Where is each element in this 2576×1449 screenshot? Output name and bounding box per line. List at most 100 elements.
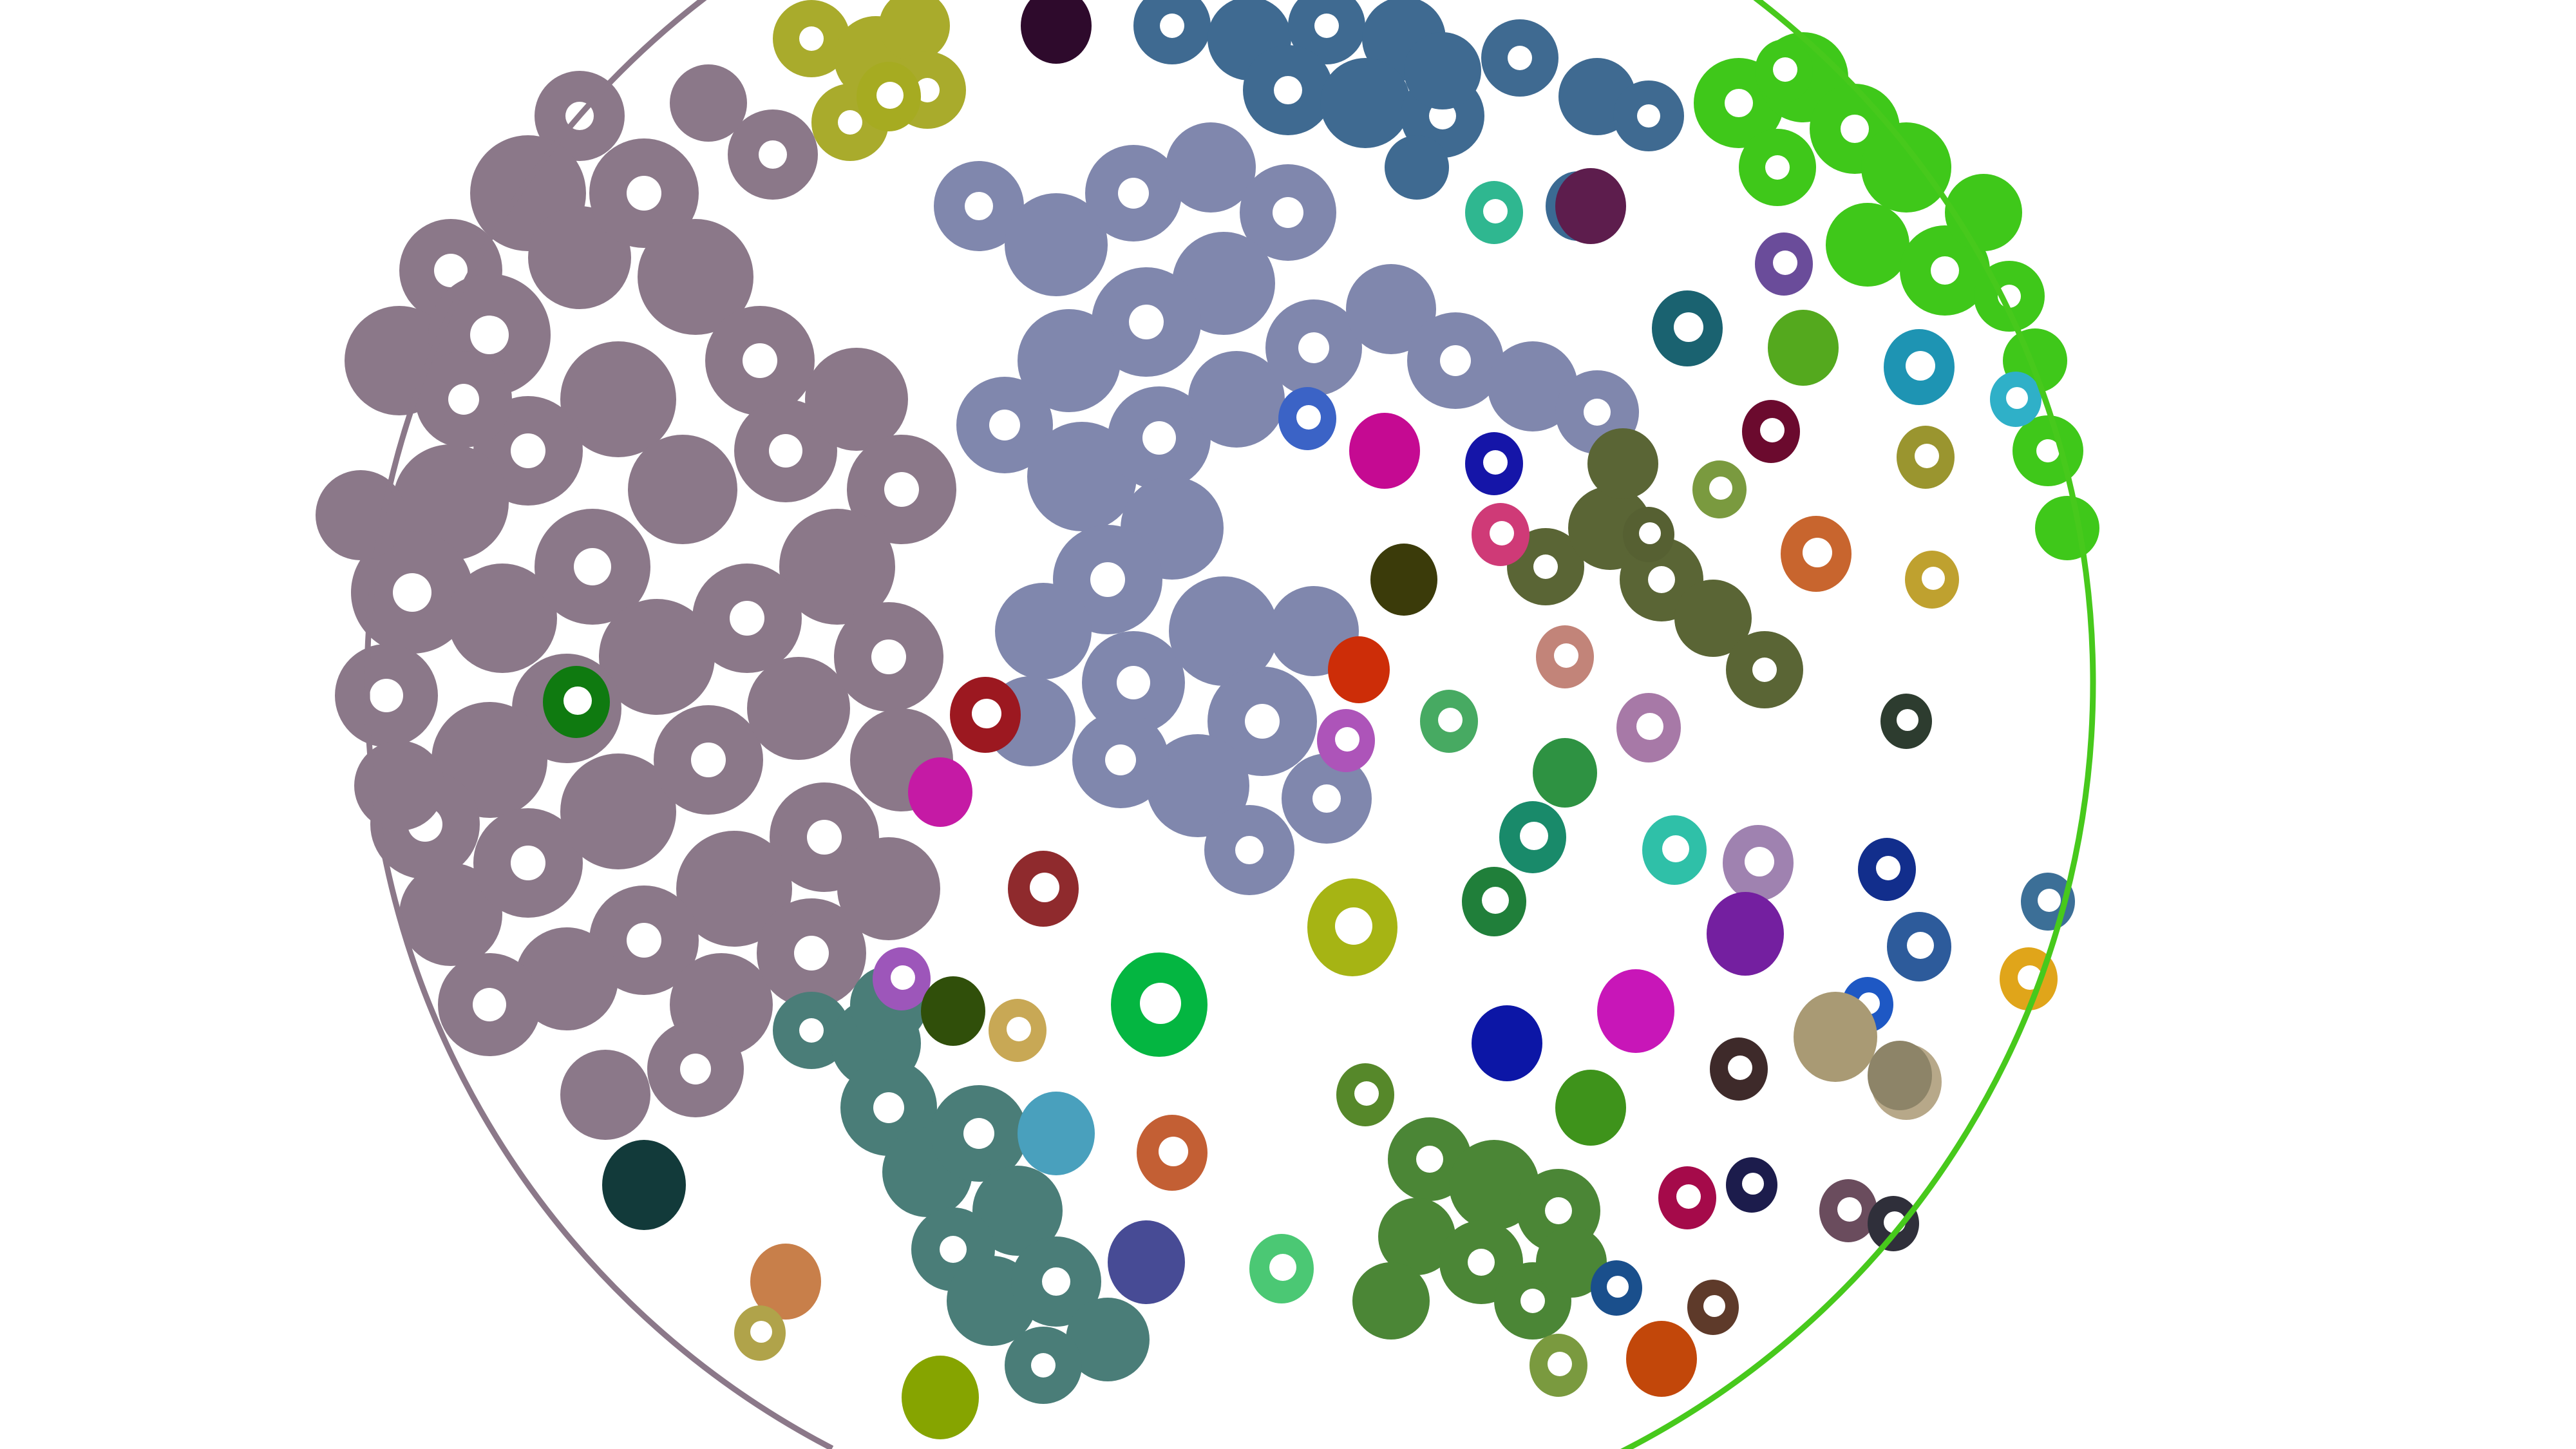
colony-center-hole: [1090, 562, 1125, 597]
region-blob: [316, 470, 406, 560]
colony-center-hole: [1765, 155, 1790, 180]
colony-center-hole: [1482, 887, 1509, 914]
colony-center-hole: [1520, 1289, 1545, 1313]
colony-center-hole: [1773, 251, 1797, 275]
region-blob: [638, 219, 753, 335]
region-blob: [1346, 264, 1436, 354]
solid-colony: [1021, 0, 1092, 64]
ring-colony: [873, 947, 931, 1010]
colony-center-hole: [750, 1321, 772, 1343]
merged-colony-regions: [316, 0, 2099, 1404]
colony-body: [1555, 1070, 1626, 1146]
colony-center-hole: [691, 743, 726, 777]
colony-center-hole: [1662, 835, 1689, 862]
colony-center-hole: [1245, 704, 1280, 739]
region-green-mid-cluster: [1352, 1117, 1607, 1340]
colony-body: [1768, 310, 1839, 386]
colony-center-hole: [1160, 14, 1184, 38]
ring-colony: [1755, 39, 1813, 102]
colony-center-hole: [2038, 889, 2061, 912]
colony-center-hole: [1607, 1276, 1629, 1298]
colony-center-hole: [1508, 46, 1532, 70]
ring-colony: [989, 999, 1046, 1062]
colony-center-hole: [884, 472, 919, 507]
solid-colony: [1555, 168, 1626, 244]
colony-center-hole: [1533, 554, 1558, 579]
colony-center-hole: [1922, 567, 1945, 590]
region-blob: [1169, 576, 1278, 686]
ring-colony: [1781, 516, 1852, 592]
region-blob: [1066, 1298, 1150, 1381]
region-blob: [1385, 135, 1449, 200]
colony-body: [902, 1356, 979, 1439]
region-teal-grey-cluster: [773, 966, 1150, 1404]
ring-colony: [1742, 400, 1800, 463]
colony-center-hole: [1416, 1146, 1443, 1173]
ring-colony: [1710, 1037, 1768, 1101]
colony-center-hole: [965, 192, 993, 220]
colony-center-hole: [1931, 256, 1959, 285]
ring-colony: [1616, 693, 1681, 762]
colony-body: [1349, 413, 1420, 489]
colony-center-hole: [1584, 399, 1611, 426]
colony-center-hole: [838, 110, 862, 135]
colony-center-hole: [1429, 102, 1456, 129]
colony-center-hole: [871, 639, 906, 674]
region-blob: [879, 0, 950, 61]
region-blob: [628, 435, 737, 544]
solid-colony: [1018, 1092, 1095, 1175]
colony-center-hole: [807, 820, 842, 855]
colony-center-hole: [564, 687, 592, 715]
petri-dish-outline: [364, 0, 2096, 1449]
colony-center-hole: [891, 965, 915, 990]
solid-colony: [1108, 1220, 1185, 1304]
colony-body: [908, 757, 972, 827]
colony-center-hole: [574, 548, 611, 585]
region-blob: [1018, 309, 1121, 412]
ring-colony: [1819, 1179, 1877, 1242]
colony-center-hole: [1030, 873, 1059, 902]
colony-center-hole: [1312, 784, 1341, 813]
colony-center-hole: [1906, 351, 1935, 381]
colony-center-hole: [759, 140, 787, 169]
ring-colony: [1887, 912, 1951, 981]
colony-center-hole: [1235, 836, 1264, 864]
ring-colony: [1499, 801, 1566, 873]
colony-center-hole: [1118, 178, 1149, 209]
colony-center-hole: [1841, 115, 1869, 143]
colony-center-hole: [2006, 387, 2028, 409]
ring-colony: [1905, 551, 1959, 609]
ring-colony: [1658, 1166, 1716, 1229]
colony-center-hole: [1676, 1184, 1701, 1209]
region-blob: [972, 1166, 1063, 1256]
region-blob: [1320, 58, 1410, 148]
ring-colony: [1307, 878, 1397, 976]
colony-body: [1707, 892, 1784, 976]
colony-center-hole: [1298, 332, 1329, 363]
solid-colony: [908, 757, 972, 827]
colony-center-hole: [1335, 907, 1372, 945]
solid-colony: [1349, 413, 1420, 489]
colony-center-hole: [470, 316, 509, 354]
colony-body: [602, 1140, 686, 1230]
ring-colony: [1536, 625, 1594, 688]
region-blob: [1378, 1198, 1455, 1275]
ring-colony: [1652, 290, 1723, 366]
colony-center-hole: [769, 434, 802, 468]
solid-colony: [1768, 310, 1839, 386]
colony-center-hole: [511, 846, 545, 880]
colony-center-hole: [627, 176, 661, 211]
ring-colony: [857, 62, 921, 131]
colony-center-hole: [1548, 1352, 1572, 1376]
colony-center-hole: [1335, 727, 1359, 752]
colony-center-hole: [370, 679, 403, 712]
region-blob: [448, 564, 557, 673]
solid-colony: [1533, 738, 1597, 808]
colony-center-hole: [1745, 847, 1774, 876]
colony-center-hole: [1483, 199, 1508, 223]
ring-colony: [1723, 825, 1794, 901]
ring-colony: [1111, 952, 1208, 1057]
solid-colony: [1794, 992, 1877, 1082]
colony-center-hole: [799, 26, 824, 51]
region-blob: [995, 583, 1092, 679]
